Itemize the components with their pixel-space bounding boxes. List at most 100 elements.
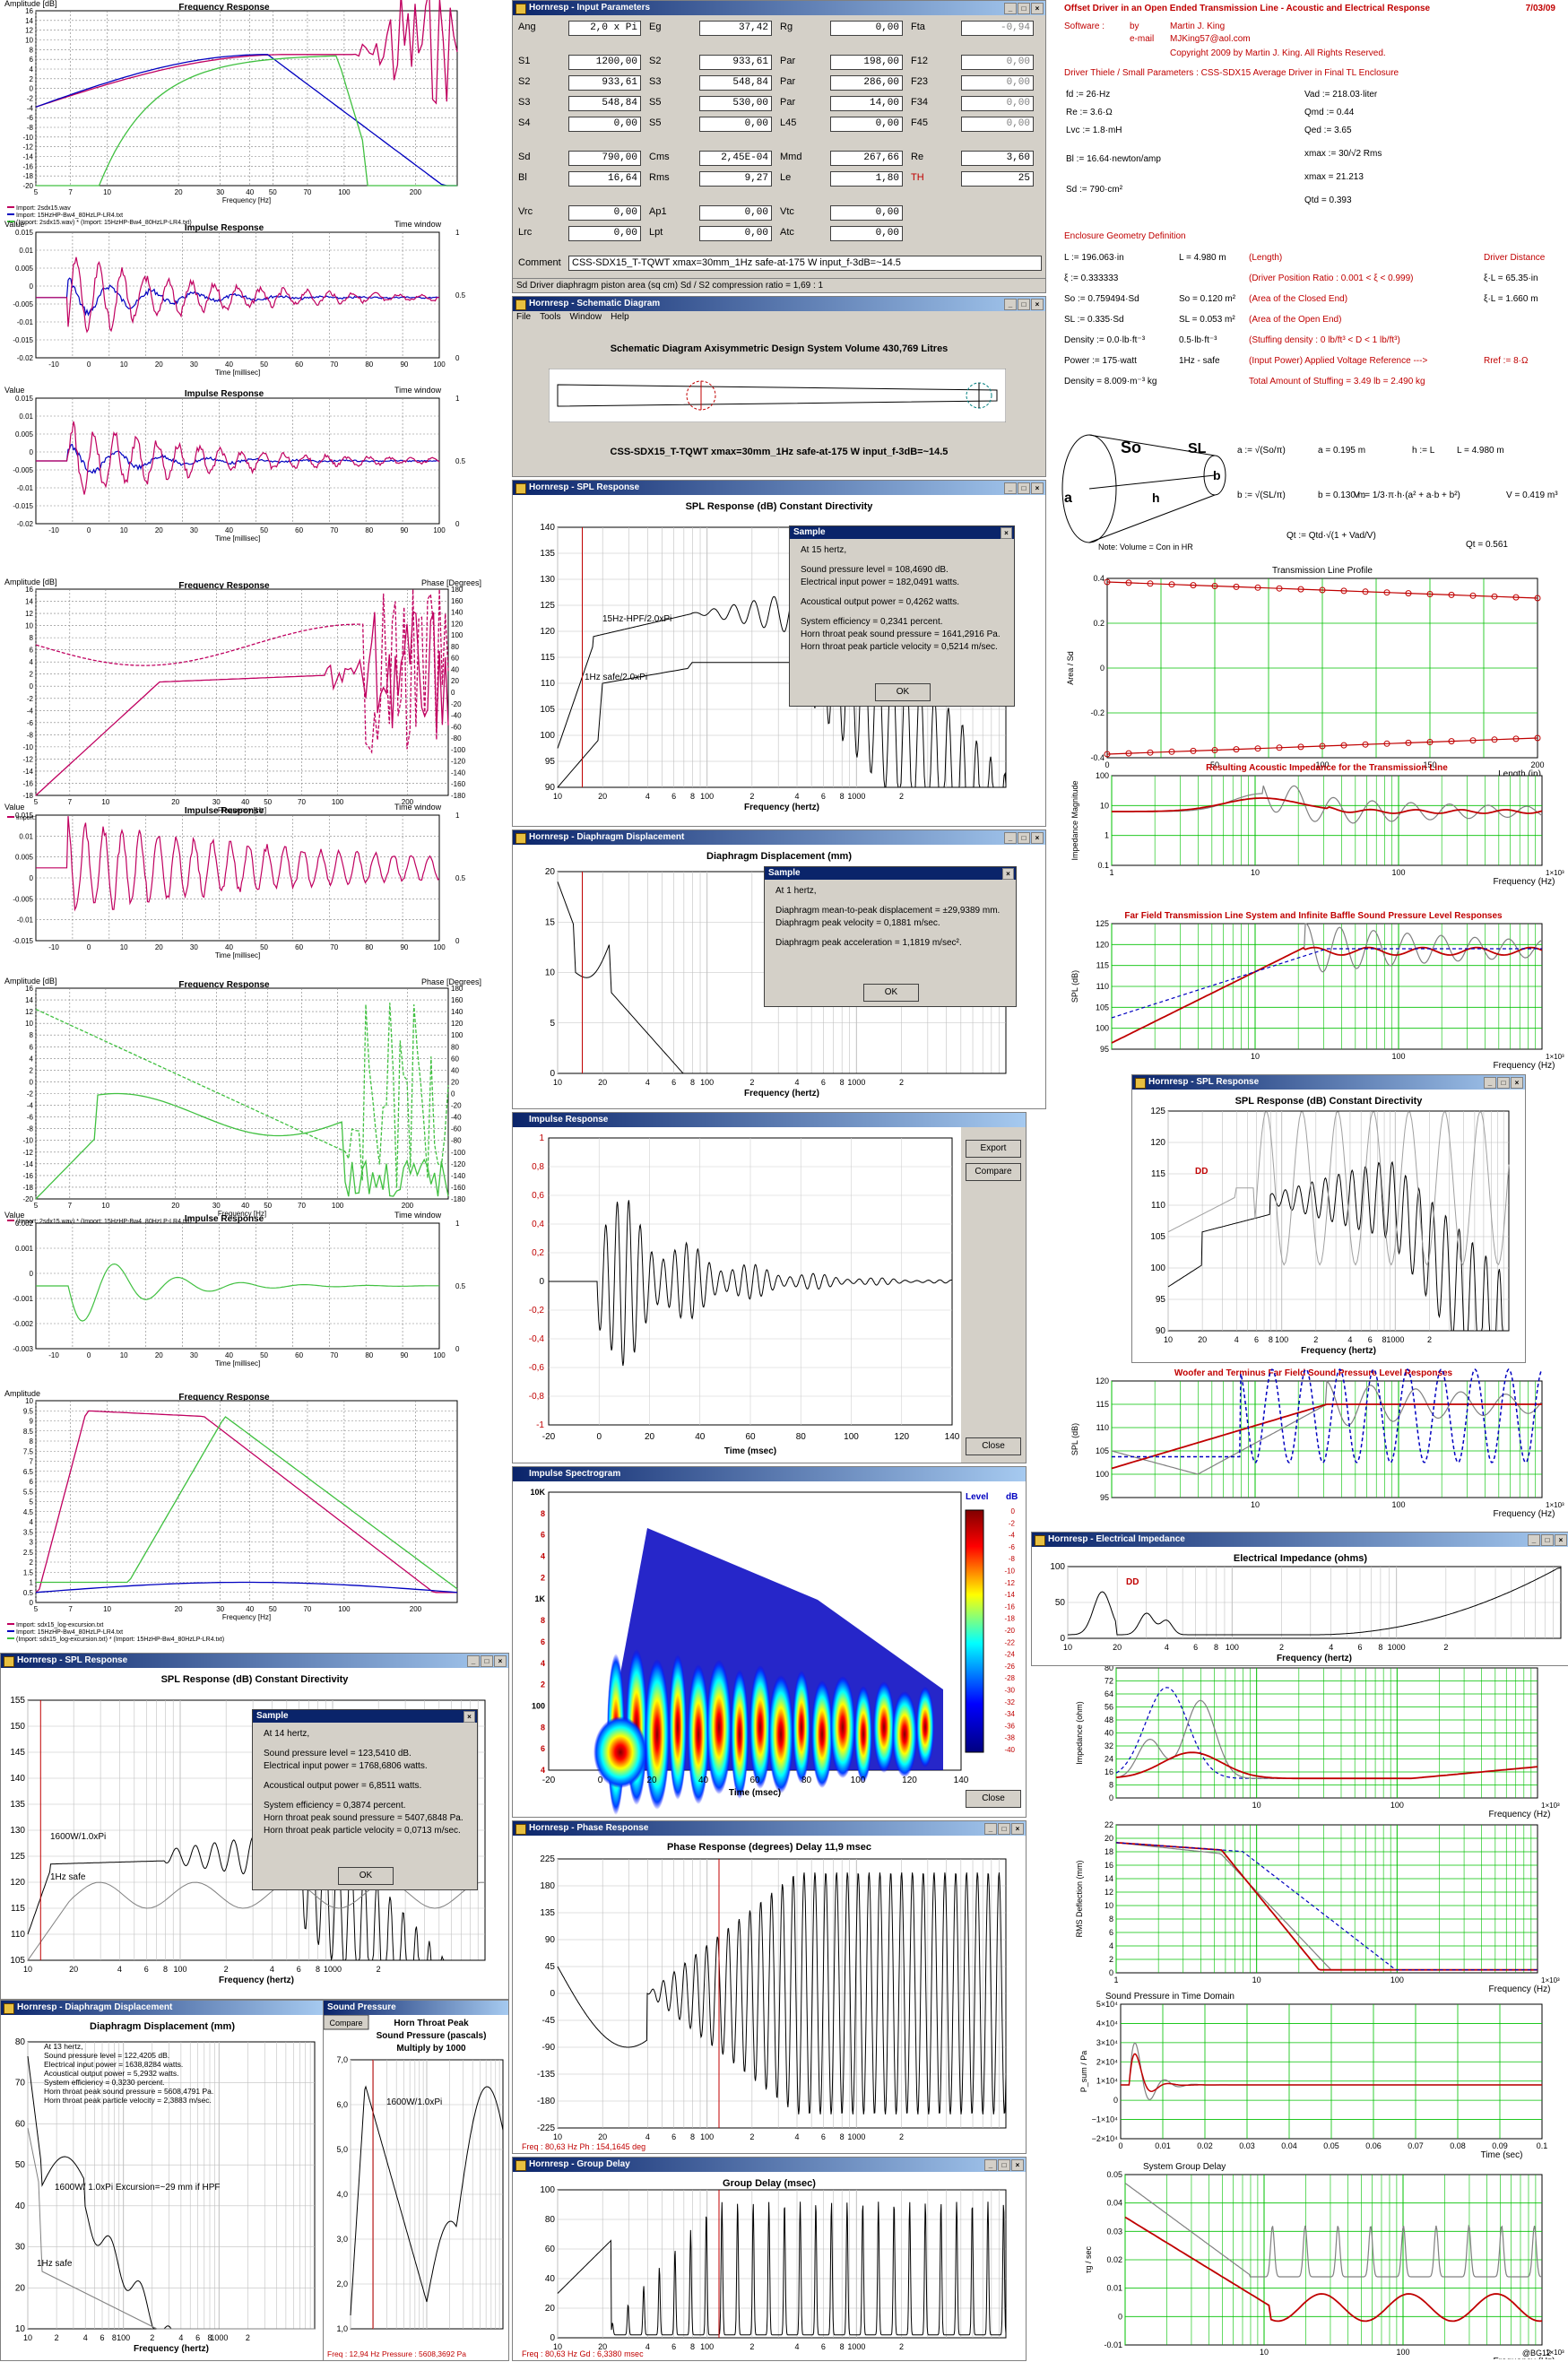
param-field[interactable]: -0,94 (961, 21, 1034, 36)
close-icon[interactable]: × (1555, 1534, 1567, 1546)
param-field[interactable]: 37,42 (699, 21, 772, 36)
param-field[interactable]: 0,00 (961, 55, 1034, 70)
spl-response-window-2[interactable]: Hornresp - SPL Response _ □ × SPL Response… (0, 1653, 509, 2000)
displacement-titlebar[interactable]: Hornresp - Diaphragm Displacement (1, 2001, 324, 2015)
maximize-icon[interactable]: □ (1018, 482, 1030, 494)
spl-titlebar[interactable]: Hornresp - SPL Response _ □ × (1132, 1075, 1525, 1090)
close-icon[interactable]: × (1011, 2159, 1024, 2171)
param-field[interactable]: 933,61 (568, 75, 641, 91)
schematic-window[interactable]: Hornresp - Schematic Diagram _ □ × File Too… (512, 296, 1046, 477)
param-field[interactable]: 790,00 (568, 151, 641, 166)
minimize-icon[interactable]: _ (1528, 1534, 1540, 1546)
electrical-impedance-window[interactable]: Hornresp - Electrical Impedance _ □ × Elec… (1031, 1532, 1568, 1666)
param-field[interactable]: 0,00 (568, 205, 641, 221)
minimize-icon[interactable]: _ (984, 2159, 997, 2171)
param-field[interactable]: 0,00 (961, 96, 1034, 111)
close-icon[interactable]: × (1511, 1077, 1523, 1089)
param-field[interactable]: 14,00 (830, 96, 903, 111)
close-icon[interactable]: × (463, 1711, 475, 1723)
spl-titlebar[interactable]: Hornresp - SPL Response _ □ × (513, 481, 1045, 495)
sample-dialog-1[interactable]: × Sample At 15 hertz, Sound pressure level… (789, 525, 1015, 707)
param-field[interactable]: 530,00 (699, 96, 772, 111)
param-field[interactable]: 548,84 (568, 96, 641, 111)
displacement-window-1[interactable]: Hornresp - Diaphragm Displacement _ □ × Di… (512, 829, 1046, 1109)
schematic-titlebar[interactable]: Hornresp - Schematic Diagram _ □ × (513, 297, 1045, 311)
minimize-icon[interactable]: _ (1004, 3, 1017, 14)
param-field[interactable]: 198,00 (830, 55, 903, 70)
param-field[interactable]: 2,45E-04 (699, 151, 772, 166)
param-field[interactable]: 16,64 (568, 171, 641, 187)
maximize-icon[interactable]: □ (998, 2159, 1010, 2171)
close-button[interactable]: Close (966, 1790, 1021, 1808)
minimize-icon[interactable]: _ (1004, 482, 1017, 494)
impedance-titlebar[interactable]: Hornresp - Electrical Impedance _ □ × (1032, 1533, 1568, 1547)
phase-titlebar[interactable]: Hornresp - Phase Response _ □ × (513, 1821, 1026, 1836)
menu-item-help[interactable]: Help (611, 312, 629, 322)
param-field[interactable]: 0,00 (830, 21, 903, 36)
sample-dialog-2[interactable]: × Sample At 1 hertz, Diaphragm mean-to-pea… (764, 866, 1017, 1007)
close-icon[interactable]: × (1001, 527, 1012, 539)
param-field[interactable]: 548,84 (699, 75, 772, 91)
param-field[interactable]: 0,00 (961, 117, 1034, 132)
menu-item-tools[interactable]: Tools (540, 312, 561, 322)
group-delay-titlebar[interactable]: Hornresp - Group Delay _ □ × (513, 2158, 1026, 2172)
maximize-icon[interactable]: □ (1018, 3, 1030, 14)
param-field[interactable]: 0,00 (568, 117, 641, 132)
close-icon[interactable]: × (1031, 482, 1044, 494)
sound-pressure-window[interactable]: Sound Pressure Compare Horn Throat Peak So… (323, 2000, 509, 2361)
minimize-icon[interactable]: _ (1004, 299, 1017, 310)
maximize-icon[interactable]: □ (1018, 832, 1030, 844)
minimize-icon[interactable]: _ (1484, 1077, 1496, 1089)
maximize-icon[interactable]: □ (1541, 1534, 1554, 1546)
maximize-icon[interactable]: □ (481, 1655, 493, 1667)
ok-button[interactable]: OK (875, 683, 931, 701)
export-button[interactable]: Export (966, 1140, 1021, 1158)
param-field[interactable]: 286,00 (830, 75, 903, 91)
spl-response-window-3[interactable]: Hornresp - SPL Response _ □ × SPL Response… (1131, 1074, 1526, 1363)
impulse-response-window[interactable]: Impulse Response 1 0,8 0,6 0,4 0,2 0 -0,2 -0,4 -… (512, 1112, 1027, 1463)
param-field[interactable]: 0,00 (830, 205, 903, 221)
minimize-icon[interactable]: _ (467, 1655, 480, 1667)
param-field[interactable]: 2,0 x Pi (568, 21, 641, 36)
sound-pressure-titlebar[interactable]: Sound Pressure (324, 2001, 508, 2015)
maximize-icon[interactable]: □ (998, 1823, 1010, 1835)
param-field[interactable]: 0,00 (699, 117, 772, 132)
ok-button[interactable]: OK (863, 984, 919, 1002)
param-field[interactable]: 0,00 (568, 226, 641, 241)
maximize-icon[interactable]: □ (1497, 1077, 1510, 1089)
param-field[interactable]: 0,00 (699, 226, 772, 241)
param-field[interactable]: 1200,00 (568, 55, 641, 70)
close-icon[interactable]: × (1031, 832, 1044, 844)
param-field[interactable]: 933,61 (699, 55, 772, 70)
compare-button[interactable]: Compare (966, 1163, 1021, 1181)
input-parameters-titlebar[interactable]: Hornresp - Input Parameters _ □ × (513, 1, 1045, 15)
menu-item-window[interactable]: Window (569, 312, 602, 322)
close-icon[interactable]: × (1031, 3, 1044, 14)
param-field[interactable]: 0,00 (699, 205, 772, 221)
param-field[interactable]: 0,00 (961, 75, 1034, 91)
minimize-icon[interactable]: _ (1004, 832, 1017, 844)
phase-response-window[interactable]: Hornresp - Phase Response _ □ × Phase Resp… (512, 1820, 1027, 2154)
minimize-icon[interactable]: _ (984, 1823, 997, 1835)
displacement-window-2[interactable]: Hornresp - Diaphragm Displacement Diaphr… (0, 2000, 325, 2361)
close-icon[interactable]: × (1031, 299, 1044, 310)
impulse-titlebar[interactable]: Impulse Response (513, 1113, 1026, 1127)
spl-titlebar[interactable]: Hornresp - SPL Response _ □ × (1, 1654, 508, 1668)
spectrogram-titlebar[interactable]: Impulse Spectrogram (513, 1467, 1026, 1481)
param-field[interactable]: 0,00 (830, 117, 903, 132)
comment-field[interactable]: CSS-SDX15_T-TQWT xmax=30mm_1Hz safe-at-1… (568, 256, 1042, 271)
group-delay-window[interactable]: Hornresp - Group Delay _ □ × Group Delay (… (512, 2157, 1027, 2361)
param-field[interactable]: 3,60 (961, 151, 1034, 166)
param-field[interactable]: 25 (961, 171, 1034, 187)
param-field[interactable]: 1,80 (830, 171, 903, 187)
compare-button[interactable] (324, 2015, 369, 2030)
maximize-icon[interactable]: □ (1018, 299, 1030, 310)
displacement-titlebar[interactable]: Hornresp - Diaphragm Displacement _ □ × (513, 830, 1045, 845)
param-field[interactable]: 267,66 (830, 151, 903, 166)
close-icon[interactable]: × (1002, 868, 1014, 880)
spectrogram-window[interactable]: Impulse Spectrogram 10K 8 6 4 2 1K 8 6 4 2 100 8 6 4-… (512, 1466, 1027, 1818)
param-field[interactable]: 0,00 (830, 226, 903, 241)
close-icon[interactable]: × (494, 1655, 507, 1667)
close-icon[interactable]: × (1011, 1823, 1024, 1835)
param-field[interactable]: 9,27 (699, 171, 772, 187)
